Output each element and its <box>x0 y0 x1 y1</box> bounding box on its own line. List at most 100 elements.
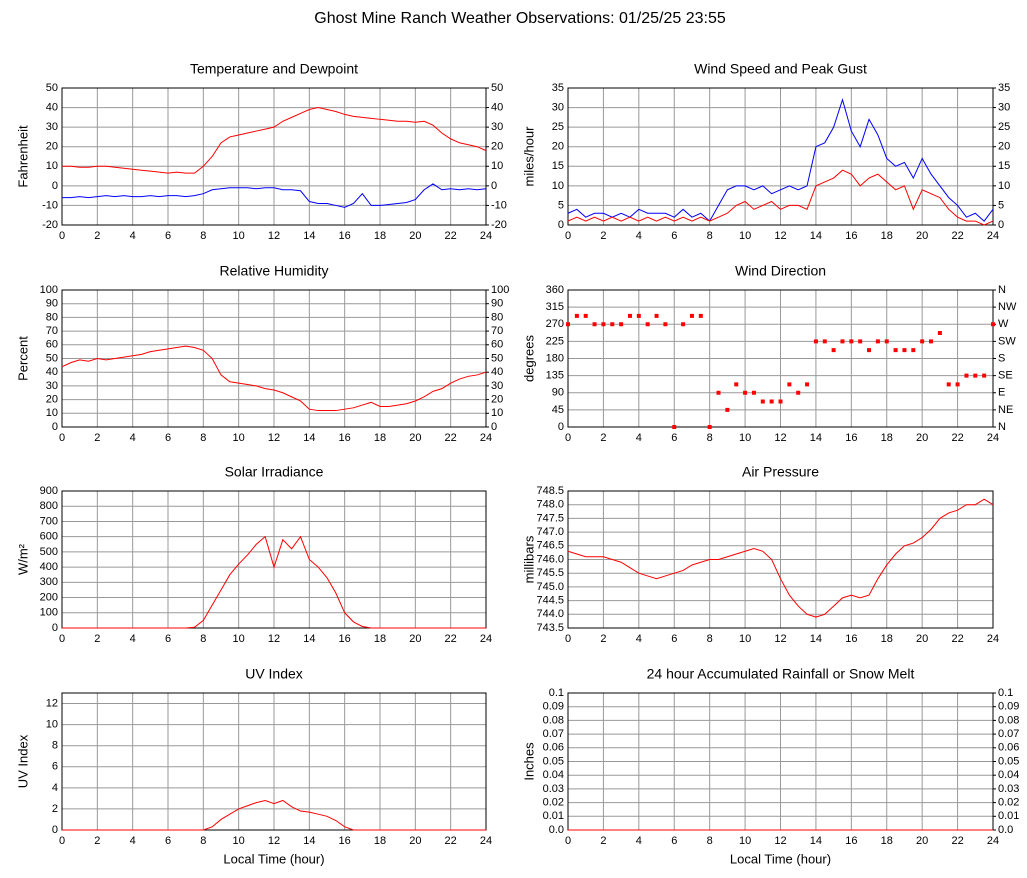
y-tick-label: 0 <box>558 219 564 231</box>
point <box>858 339 863 344</box>
x-tick-label: 0 <box>59 633 65 645</box>
x-tick-label: 18 <box>374 633 386 645</box>
y-tick-label: 40 <box>46 101 58 113</box>
point <box>778 399 783 404</box>
y-tick-label: 5 <box>558 199 564 211</box>
x-tick-label: 4 <box>636 432 642 444</box>
y-tick-label: 315 <box>546 301 564 313</box>
point <box>636 313 641 318</box>
y2-tick-label: -20 <box>491 219 507 231</box>
y2-tick-label: -10 <box>491 199 507 211</box>
x-tick-label: 12 <box>268 835 280 847</box>
series-line <box>567 498 994 618</box>
y2-tick-label: 35 <box>998 82 1010 94</box>
chart-title: 24 hour Accumulated Rainfall or Snow Mel… <box>647 666 915 682</box>
y2-tick-label: 90 <box>491 298 503 310</box>
point <box>583 313 588 318</box>
y-tick-label: 12 <box>46 697 58 709</box>
x-tick-label: 16 <box>845 835 857 847</box>
point <box>893 348 898 353</box>
page-title: Ghost Mine Ranch Weather Observations: 0… <box>314 10 726 27</box>
y2-tick-label: 40 <box>491 101 503 113</box>
y2-tick-label: 0.1 <box>998 687 1013 699</box>
y-tick-label: 270 <box>546 318 564 330</box>
x-tick-label: 22 <box>445 432 457 444</box>
x-tick-label: 6 <box>165 835 171 847</box>
point <box>840 339 845 344</box>
point <box>946 382 951 387</box>
x-tick-label: 18 <box>881 432 893 444</box>
x-tick-label: 18 <box>881 835 893 847</box>
y-tick-label: 20 <box>552 141 564 153</box>
y-axis-label: W/m² <box>15 543 30 575</box>
series-line <box>567 98 994 222</box>
x-tick-label: 2 <box>94 432 100 444</box>
y2-tick-label: 25 <box>998 121 1010 133</box>
x-tick-label: 16 <box>339 835 351 847</box>
y-tick-label: 10 <box>46 160 58 172</box>
point <box>716 390 721 395</box>
x-tick-label: 2 <box>94 835 100 847</box>
x-tick-label: 2 <box>600 230 606 242</box>
y-tick-label: 0.06 <box>543 742 564 754</box>
x-tick-label: 12 <box>774 432 786 444</box>
y2-tick-label: NW <box>998 301 1017 313</box>
x-tick-label: 20 <box>916 432 928 444</box>
x-tick-label: 24 <box>987 230 999 242</box>
y2-tick-label: 70 <box>491 325 503 337</box>
y-tick-label: 20 <box>46 141 58 153</box>
chart-title: Wind Direction <box>735 263 826 279</box>
series-line <box>61 345 487 412</box>
plot-frame <box>61 692 487 831</box>
x-tick-label: 8 <box>200 633 206 645</box>
y2-tick-label: 10 <box>491 160 503 172</box>
y2-tick-label: 0.05 <box>998 755 1019 767</box>
y-tick-label: 30 <box>46 121 58 133</box>
y-tick-label: 0 <box>52 421 58 433</box>
x-tick-label: 20 <box>409 633 421 645</box>
y-tick-label: 744.5 <box>536 595 564 607</box>
x-tick-label: 6 <box>671 432 677 444</box>
y2-tick-label: 0.06 <box>998 742 1019 754</box>
x-tick-label: 0 <box>565 230 571 242</box>
x-tick-label: 20 <box>916 230 928 242</box>
point <box>743 390 748 395</box>
point <box>805 382 810 387</box>
point <box>627 313 632 318</box>
chart-title: Solar Irradiance <box>225 464 324 480</box>
y2-tick-label: 5 <box>998 199 1004 211</box>
x-tick-label: 22 <box>445 835 457 847</box>
point <box>813 339 818 344</box>
y-tick-label: 35 <box>552 82 564 94</box>
x-tick-label: 2 <box>94 633 100 645</box>
x-tick-label: 0 <box>565 633 571 645</box>
x-tick-label: 8 <box>707 230 713 242</box>
y2-tick-label: 0.01 <box>998 810 1019 822</box>
y2-tick-label: 50 <box>491 352 503 364</box>
y-tick-label: 0.01 <box>543 810 564 822</box>
x-tick-label: 8 <box>200 432 206 444</box>
chart-title: Air Pressure <box>742 464 819 480</box>
y-tick-label: 180 <box>546 352 564 364</box>
x-tick-label: 16 <box>845 633 857 645</box>
y-tick-label: 100 <box>40 607 58 619</box>
x-tick-label: 6 <box>671 835 677 847</box>
y-tick-label: 0 <box>52 180 58 192</box>
y-tick-label: 747.5 <box>536 512 564 524</box>
x-tick-label: 24 <box>480 835 492 847</box>
x-axis-label: Local Time (hour) <box>223 851 324 866</box>
y-tick-label: 0 <box>52 622 58 634</box>
y-tick-label: 0 <box>52 824 58 836</box>
plot-frame <box>567 87 994 226</box>
x-tick-label: 24 <box>480 432 492 444</box>
y2-tick-label: N <box>998 421 1006 433</box>
x-tick-label: 10 <box>233 633 245 645</box>
point <box>769 399 774 404</box>
point <box>929 339 934 344</box>
y-tick-label: 300 <box>40 576 58 588</box>
y-tick-label: 50 <box>46 352 58 364</box>
x-tick-label: 22 <box>951 633 963 645</box>
x-tick-label: 16 <box>339 432 351 444</box>
x-tick-label: 24 <box>987 432 999 444</box>
plot-frame <box>61 87 487 226</box>
